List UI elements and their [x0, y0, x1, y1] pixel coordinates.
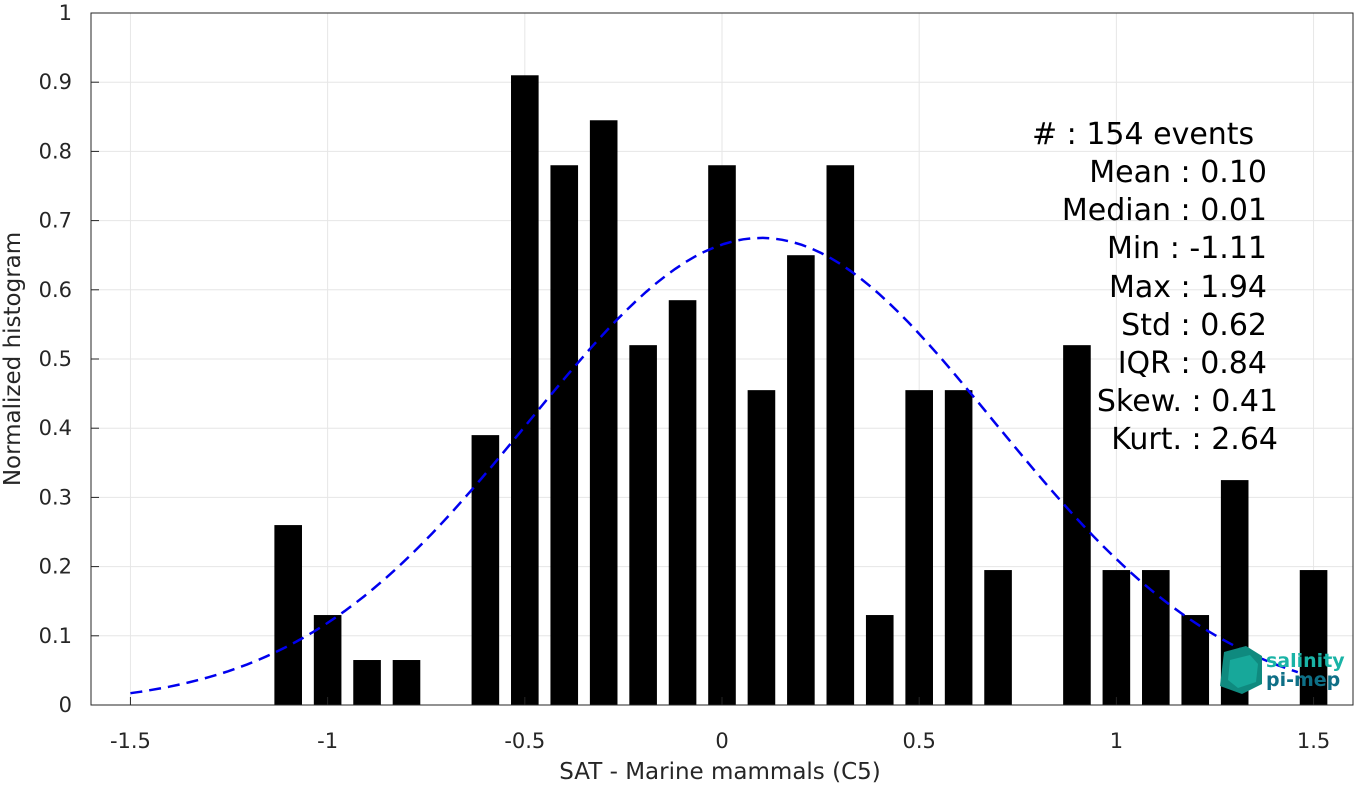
y-tick-label: 0.8 — [39, 139, 72, 163]
x-axis-label: SAT - Marine mammals (C5) — [559, 759, 881, 785]
y-tick-label: 1 — [59, 1, 72, 25]
histogram-bar — [1181, 615, 1210, 705]
histogram-bar — [668, 300, 697, 705]
stat-iqr: IQR : 0.84 — [1118, 346, 1267, 381]
normal-fit-curve — [130, 236, 1299, 695]
y-tick-label: 0.6 — [39, 278, 72, 302]
salinity-pimep-logo: salinity pi-mep — [1220, 646, 1345, 694]
logo-cube-shade — [1228, 655, 1258, 688]
histogram-bar — [905, 390, 933, 705]
histogram-bar — [826, 165, 855, 706]
stat-max: Max : 1.94 — [1109, 270, 1267, 305]
x-tick-label: -1 — [317, 729, 338, 753]
histogram-bar — [1299, 570, 1328, 705]
x-tick-label: -1.5 — [110, 729, 151, 753]
histogram-bar — [865, 615, 894, 705]
histogram-bar — [1142, 570, 1170, 705]
y-axis-label: Normalized histogram — [0, 232, 26, 486]
logo-text-salinity: salinity — [1266, 650, 1345, 672]
logo-text-pimep: pi-mep — [1266, 669, 1340, 691]
histogram-bar — [353, 660, 381, 705]
histogram-bar — [1063, 345, 1091, 705]
y-tick-label: 0 — [59, 693, 72, 717]
histogram-bar — [747, 390, 776, 705]
stat-std: Std : 0.62 — [1121, 308, 1267, 343]
y-tick-label: 0.9 — [39, 70, 72, 94]
histogram-bar — [471, 435, 500, 705]
histogram-bar — [708, 165, 736, 706]
histogram-bar — [787, 255, 815, 705]
x-tick-label: 1 — [1110, 729, 1123, 753]
histogram-bar — [274, 525, 302, 705]
histogram-bar — [511, 75, 539, 705]
x-tick-label: 0 — [715, 729, 728, 753]
y-tick-label: 0.7 — [39, 209, 72, 233]
x-axis-ticks: -1.5 -1 -0.5 0 0.5 1 1.5 — [110, 697, 1330, 753]
stat-min: Min : -1.11 — [1107, 231, 1267, 266]
x-tick-label: -0.5 — [504, 729, 545, 753]
y-tick-label: 0.5 — [39, 347, 72, 371]
stat-kurt: Kurt. : 2.64 — [1111, 422, 1278, 457]
bars-group — [274, 75, 1328, 706]
stat-mean: Mean : 0.10 — [1089, 155, 1267, 190]
stat-count: # : 154 events — [1032, 117, 1254, 152]
histogram-bar — [589, 120, 618, 705]
histogram-bar — [944, 390, 973, 705]
histogram-bar — [550, 165, 579, 706]
y-tick-label: 0.4 — [39, 416, 72, 440]
histogram-bar — [984, 570, 1012, 705]
y-tick-label: 0.3 — [39, 485, 72, 509]
stat-skew: Skew. : 0.41 — [1097, 384, 1278, 419]
x-tick-label: 0.5 — [902, 729, 935, 753]
y-tick-label: 0.2 — [39, 555, 72, 579]
histogram-bar — [629, 345, 657, 705]
histogram-bar — [1102, 570, 1131, 705]
histogram-bar — [392, 660, 421, 705]
x-tick-label: 1.5 — [1297, 729, 1330, 753]
stat-median: Median : 0.01 — [1062, 193, 1267, 228]
stats-box: # : 154 events Mean : 0.10 Median : 0.01… — [1032, 117, 1278, 457]
y-axis-ticks: 0 0.1 0.2 0.3 0.4 0.5 0.6 0.7 0.8 0.9 1 — [39, 1, 99, 717]
y-tick-label: 0.1 — [39, 624, 72, 648]
